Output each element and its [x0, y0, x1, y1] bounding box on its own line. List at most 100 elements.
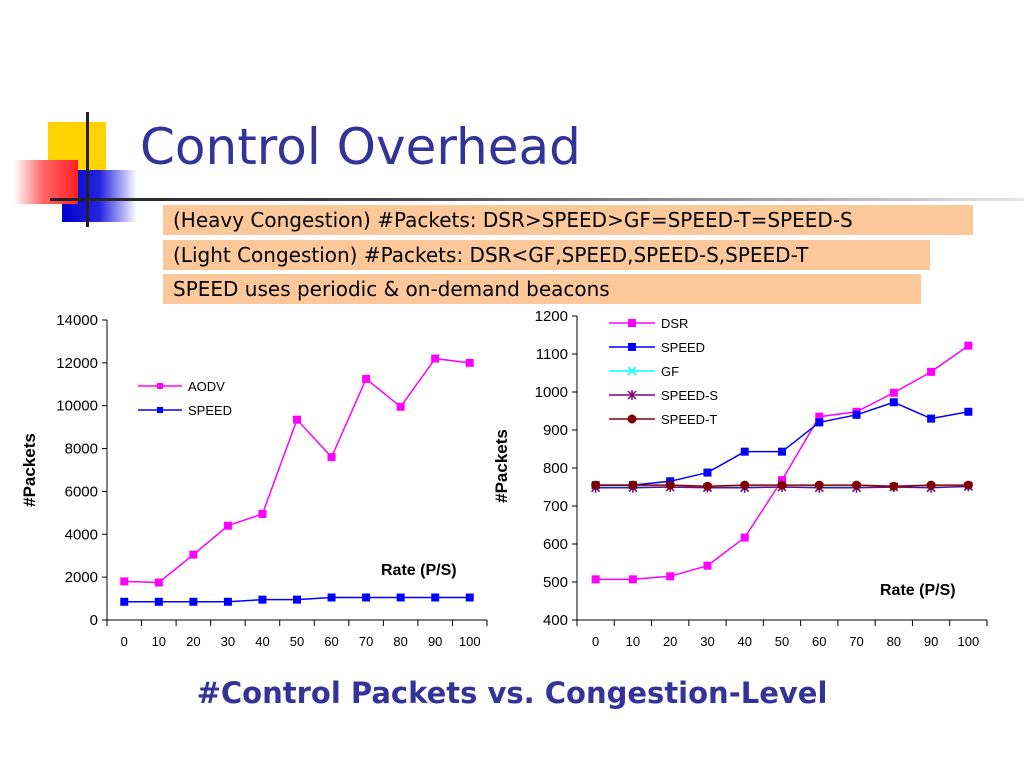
data-point-dsr: [628, 575, 637, 584]
data-point-dsr: [964, 341, 973, 350]
x-tick-label: 0: [121, 634, 128, 649]
y-tick-label: 12000: [56, 355, 98, 372]
legend-marker-speed-t: [627, 414, 637, 424]
series-line-dsr: [595, 345, 969, 581]
deco-red-square: [14, 160, 78, 204]
x-tick-label: 50: [290, 634, 304, 649]
data-point-dsr: [889, 388, 898, 397]
data-point-speed: [396, 593, 405, 602]
data-point-speed: [431, 593, 440, 602]
data-point-aodv: [258, 509, 267, 518]
x-tick-label: 100: [958, 634, 980, 649]
data-point-speed-t: [702, 481, 712, 491]
data-point-aodv: [362, 374, 371, 383]
data-point-speed-t: [889, 481, 899, 491]
y-tick-label: 14000: [56, 312, 98, 329]
data-point-aodv: [189, 550, 198, 559]
y-tick-label: 0: [90, 612, 98, 629]
data-point-aodv: [396, 402, 405, 411]
bullet-beacons: SPEED uses periodic & on-demand beacons: [163, 274, 921, 304]
x-tick-label: 40: [255, 634, 269, 649]
data-point-dsr: [927, 367, 936, 376]
data-point-speed-t: [740, 480, 750, 490]
data-point-speed: [223, 597, 232, 606]
x-tick-label: 30: [221, 634, 235, 649]
legend-label-dsr: DSR: [661, 316, 688, 331]
data-point-speed-t: [628, 480, 638, 490]
data-point-speed: [703, 468, 712, 477]
data-point-speed-t: [591, 480, 601, 490]
data-point-aodv: [293, 415, 301, 424]
x-tick-label: 0: [592, 634, 599, 649]
data-point-speed: [362, 593, 371, 602]
x-tick-label: 90: [428, 634, 442, 649]
x-tick-label: 80: [887, 634, 901, 649]
data-point-dsr: [778, 476, 786, 485]
y-tick-label: 2000: [65, 569, 98, 586]
x-tick-label: 100: [459, 634, 481, 649]
data-point-speed: [815, 418, 824, 427]
legend-label-speed-s: SPEED-S: [661, 388, 718, 403]
y-tick-label: 4000: [65, 526, 98, 543]
data-point-dsr: [703, 561, 712, 570]
data-point-aodv: [223, 521, 232, 530]
data-point-speed: [852, 410, 861, 419]
bullet-heavy-congestion: (Heavy Congestion) #Packets: DSR>SPEED>G…: [163, 205, 973, 235]
y-tick-label: 900: [543, 422, 568, 439]
y-tick-label: 6000: [65, 483, 98, 500]
y-tick-label: 10000: [56, 398, 98, 415]
chart-aodv-vs-speed: 0 2000 4000 6000 8000 10000 12000 14000 0 10 20 30 4…: [20, 312, 488, 649]
y-tick-label: 400: [543, 612, 568, 629]
series-line-aodv: [124, 357, 470, 584]
data-point-speed: [120, 597, 129, 606]
legend-label-gf: GF: [661, 364, 679, 379]
data-point-speed: [465, 593, 474, 602]
data-point-speed: [927, 414, 936, 423]
x-tick-label: 80: [393, 634, 407, 649]
y-tick-label: 1200: [535, 308, 568, 325]
data-point-speed-t: [814, 480, 824, 490]
data-point-dsr: [740, 533, 749, 542]
data-point-aodv: [120, 577, 129, 586]
legend-label-aodv: AODV: [188, 379, 225, 394]
data-point-aodv: [327, 453, 336, 462]
data-point-speed-t: [777, 480, 787, 490]
data-point-speed: [189, 597, 198, 606]
slide-caption: #Control Packets vs. Congestion-Level: [196, 676, 828, 710]
y-tick-label: 1000: [535, 384, 568, 401]
y-tick-label: 600: [543, 536, 568, 553]
data-point-dsr: [591, 575, 600, 584]
x-tick-label: 90: [924, 634, 938, 649]
data-point-speed-t: [665, 480, 675, 490]
x-tick-label: 20: [663, 634, 677, 649]
y-tick-label: 8000: [65, 441, 98, 458]
data-point-dsr: [815, 412, 824, 421]
x-tick-label: 60: [812, 634, 826, 649]
x-tick-label: 10: [626, 634, 640, 649]
legend-label-speed: SPEED: [661, 340, 705, 355]
y-axis-title: #Packets: [492, 429, 511, 503]
x-tick-label: 60: [324, 634, 338, 649]
data-point-speed-t: [852, 480, 862, 490]
y-axis-title: #Packets: [20, 433, 39, 507]
x-tick-label: 20: [186, 634, 200, 649]
data-point-dsr: [666, 572, 675, 581]
data-point-speed: [327, 593, 336, 602]
deco-vertical-line: [86, 112, 89, 227]
data-point-speed: [740, 447, 749, 456]
y-tick-label: 1100: [536, 346, 568, 363]
legend-marker-speed: [157, 407, 163, 413]
data-point-speed: [778, 447, 786, 456]
x-axis-title: Rate (P/S): [880, 582, 956, 599]
x-tick-label: 70: [359, 634, 373, 649]
x-axis-title: Rate (P/S): [381, 562, 457, 579]
bullet-light-congestion: (Light Congestion) #Packets: DSR<GF,SPEE…: [163, 240, 930, 270]
data-point-speed: [154, 597, 163, 606]
x-tick-label: 30: [700, 634, 714, 649]
y-tick-label: 700: [543, 498, 568, 515]
data-point-speed: [293, 595, 301, 604]
series-line-speed: [595, 401, 969, 486]
legend-label-speed-t: SPEED-T: [661, 412, 717, 427]
y-tick-label: 500: [543, 574, 568, 591]
x-tick-label: 70: [849, 634, 863, 649]
